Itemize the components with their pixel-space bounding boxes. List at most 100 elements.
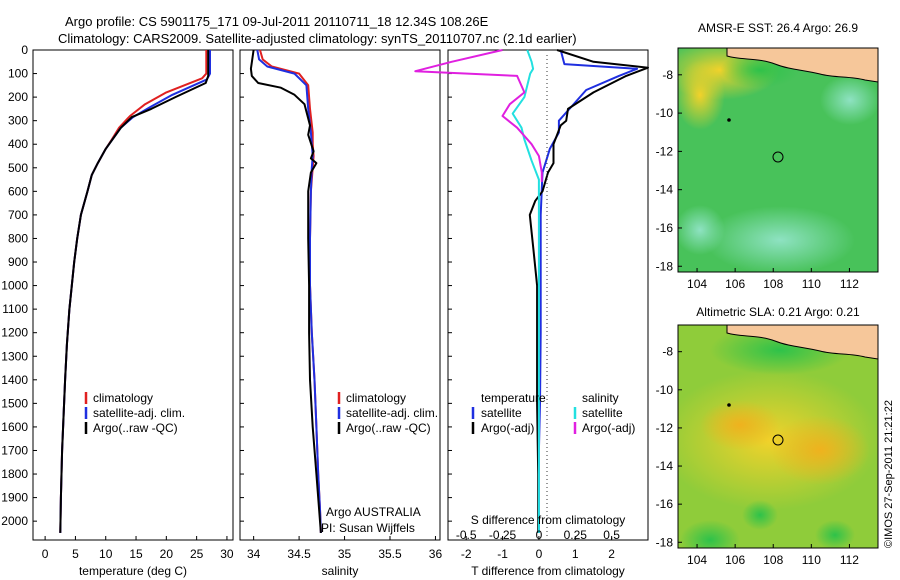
- map-lat-label: -14: [656, 459, 674, 473]
- x-tick-label: 35: [338, 547, 352, 561]
- difference-legend: temperature salinity satellite Argo(-adj…: [471, 391, 635, 435]
- map-lon-label: 108: [763, 553, 783, 567]
- series-line-satellite: [511, 49, 540, 533]
- map-lat-label: -8: [662, 68, 673, 82]
- sst-cool-patch: [820, 75, 878, 125]
- x-tick-label: 10: [99, 547, 113, 561]
- depth-tick-label: 300: [8, 114, 28, 128]
- depth-tick-label: 1200: [1, 326, 28, 340]
- series-line-argo-adj-: [414, 49, 543, 182]
- depth-tick-label: 1800: [1, 467, 28, 481]
- java-coastline: [726, 48, 878, 83]
- top-tick-label: 0.5: [603, 528, 620, 542]
- x-tick-label: 36: [429, 547, 443, 561]
- sla-y-ticks: -8 -10 -12 -14 -16 -18: [656, 345, 682, 549]
- depth-tick-label: 1900: [1, 491, 28, 505]
- map-lon-label: 104: [687, 553, 707, 567]
- salinity-legend: climatology satellite-adj. clim. Argo(..…: [321, 391, 438, 535]
- legend-label-t-satellite: satellite: [481, 406, 522, 420]
- difference-panel: [447, 49, 649, 541]
- sst-x-ticks: 104 106 108 110 112: [687, 268, 859, 291]
- title-line1: Argo profile: CS 5901175_171 09-Jul-2011…: [65, 14, 489, 29]
- salinity-x-ticks: 34 34.5 35 35.5 36: [247, 536, 442, 561]
- x-tick-label: 30: [220, 547, 234, 561]
- float-info-pi: PI: Susan Wijffels: [321, 521, 415, 535]
- legend-header-temperature: temperature: [481, 391, 546, 405]
- x-tick-label: 0: [42, 547, 49, 561]
- difference-top-ticks: -0.5 -0.25 0 0.25 0.5: [456, 528, 620, 542]
- map-lon-label: 108: [763, 277, 783, 291]
- depth-tick-label: 900: [8, 255, 28, 269]
- temperature-xlabel: temperature (deg C): [79, 564, 187, 578]
- series-line-argo-raw-qc-: [59, 50, 210, 533]
- difference-xlabel-top: S difference from climatology: [471, 513, 626, 527]
- depth-tick-label: 100: [8, 67, 28, 81]
- depth-tick-label: 1500: [1, 396, 28, 410]
- sst-map-frame: [677, 47, 879, 273]
- salinity-lines: [249, 49, 322, 533]
- x-tick-label: 1: [572, 547, 579, 561]
- sst-warm-patch: [678, 60, 725, 130]
- island-marker: [727, 118, 731, 122]
- depth-tick-label: 1100: [2, 302, 28, 316]
- x-tick-label: 15: [129, 547, 143, 561]
- sst-cool-patch: [705, 206, 855, 272]
- depth-tick-label: 0: [21, 43, 28, 57]
- map-lat-label: -18: [656, 259, 674, 273]
- x-tick-label: 34.5: [287, 547, 311, 561]
- map-lon-label: 112: [840, 277, 859, 291]
- depth-tick-label: 600: [8, 184, 28, 198]
- legend-label-climatology: climatology: [346, 391, 406, 405]
- sla-x-ticks: 104 106 108 110 112: [687, 544, 859, 567]
- map-lon-label: 106: [725, 553, 745, 567]
- legend-label-t-argo: Argo(-adj): [481, 421, 534, 435]
- temperature-panel: [32, 49, 234, 541]
- title-line2: Climatology: CARS2009. Satellite-adjuste…: [58, 31, 577, 46]
- series-line-argo-raw-qc-: [249, 49, 322, 533]
- sla-map-frame: [677, 324, 879, 549]
- map-lat-label: -16: [656, 497, 674, 511]
- sst-y-ticks: -8 -10 -12 -14 -16 -18: [656, 68, 682, 273]
- argo-position-marker: [772, 434, 784, 446]
- legend-header-salinity: salinity: [582, 391, 619, 405]
- map-lat-label: -14: [656, 183, 674, 197]
- legend-label-argo: Argo(..raw -QC): [93, 421, 178, 435]
- top-tick-label: -0.5: [456, 528, 477, 542]
- sla-low-patch: [680, 520, 740, 548]
- difference-x-ticks: -2 -1 0 1 2: [461, 536, 615, 561]
- x-tick-label: 25: [190, 547, 204, 561]
- map-lat-label: -18: [656, 535, 674, 549]
- sst-cool-patch: [678, 205, 725, 255]
- temperature-x-ticks: 0 5 10 15 20 25 30: [42, 536, 234, 561]
- depth-tick-label: 1700: [1, 443, 28, 457]
- map-lon-label: 104: [687, 277, 707, 291]
- legend-label-s-argo: Argo(-adj): [582, 421, 635, 435]
- map-lon-label: 110: [802, 277, 821, 291]
- legend-label-s-satellite: satellite: [582, 406, 623, 420]
- depth-tick-label: 400: [8, 137, 28, 151]
- map-lon-label: 112: [840, 553, 859, 567]
- depth-tick-label: 1300: [1, 349, 28, 363]
- legend-label-argo: Argo(..raw -QC): [346, 421, 431, 435]
- map-lat-label: -10: [656, 383, 674, 397]
- x-tick-label: 2: [608, 547, 615, 561]
- x-tick-label: 35.5: [378, 547, 402, 561]
- x-tick-label: -1: [497, 547, 508, 561]
- top-tick-label: -0.25: [489, 528, 517, 542]
- map-lat-label: -8: [662, 345, 673, 359]
- depth-tick-label: 800: [8, 231, 28, 245]
- map-lat-label: -12: [656, 421, 674, 435]
- sla-map: Altimetric SLA: 0.21 Argo: 0.21 104 106 10…: [656, 305, 879, 567]
- map-lat-label: -16: [656, 221, 674, 235]
- depth-tick-label: 1600: [1, 420, 28, 434]
- series-line-argo-adj-: [528, 49, 649, 533]
- difference-lines: [414, 49, 649, 533]
- sst-map-title: AMSR-E SST: 26.4 Argo: 26.9: [698, 21, 858, 35]
- salinity-xlabel: salinity: [322, 564, 359, 578]
- sla-low-patch: [742, 500, 778, 530]
- java-coastline: [726, 325, 878, 360]
- x-tick-label: -2: [461, 547, 472, 561]
- difference-xlabel: T difference from climatology: [471, 564, 625, 578]
- float-info-country: Argo AUSTRALIA: [326, 505, 421, 519]
